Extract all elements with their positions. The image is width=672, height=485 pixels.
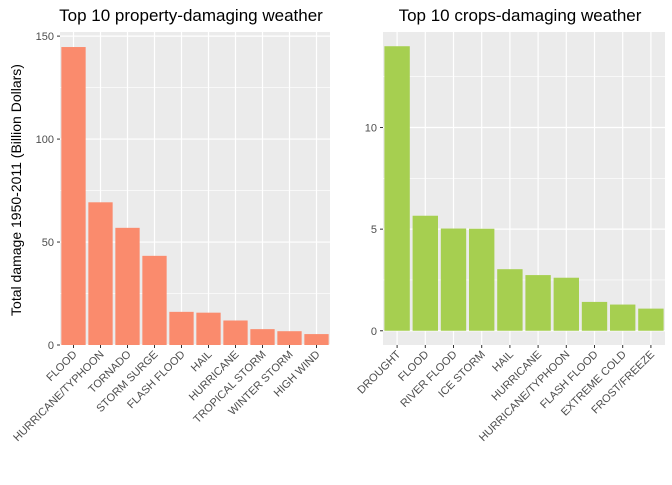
crops-bar xyxy=(497,269,523,331)
crops-bar xyxy=(581,301,608,331)
property-bar xyxy=(169,311,194,345)
crops-bar xyxy=(553,277,579,331)
property-y-tick-label: 50 xyxy=(42,237,54,249)
property-bar xyxy=(304,334,329,345)
property-bar xyxy=(88,202,113,345)
crops-bar xyxy=(440,228,467,331)
property-bar xyxy=(142,255,167,345)
crops-y-tick-label: 0 xyxy=(371,326,377,338)
crops-bar xyxy=(412,215,438,331)
property-damage-chart: 050100150FLOODHURRICANE/TYPHOONTORNADOST… xyxy=(11,6,330,444)
y-axis-label: Total damage 1950-2011 (Billion Dollars) xyxy=(8,64,24,316)
property-y-tick-label: 0 xyxy=(48,340,54,352)
crops-y-tick-label: 5 xyxy=(371,224,377,236)
crops-x-tick-label: DROUGHT xyxy=(355,348,403,396)
crops-y-tick-label: 10 xyxy=(365,123,377,135)
crops-bar xyxy=(638,308,664,331)
property-bar xyxy=(115,227,140,345)
property-y-tick-label: 150 xyxy=(36,31,54,43)
crops-x-tick-label: HAIL xyxy=(490,349,516,375)
crops-bar xyxy=(525,275,551,331)
property-chart-title: Top 10 property-damaging weather xyxy=(59,6,323,25)
crops-bar xyxy=(610,304,636,331)
property-y-tick-label: 100 xyxy=(36,134,54,146)
property-bar xyxy=(61,47,86,346)
crops-bar xyxy=(384,46,410,331)
property-bar xyxy=(277,331,302,345)
crops-bar xyxy=(469,228,495,331)
property-bar xyxy=(196,312,221,345)
crops-chart-title: Top 10 crops-damaging weather xyxy=(399,6,642,25)
property-bar xyxy=(223,320,248,345)
property-bar xyxy=(250,329,275,345)
